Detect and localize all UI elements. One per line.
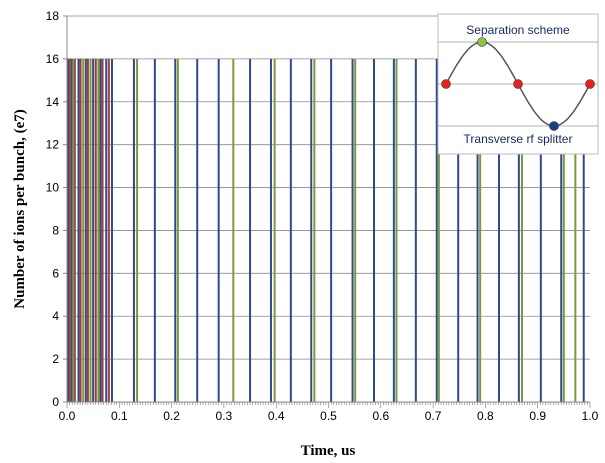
inset-point <box>477 37 487 47</box>
x-tick-labels: 0.0 0.1 0.2 0.3 0.4 0.5 0.6 0.7 0.8 0.9 1.0 <box>59 409 599 423</box>
x-tick-label: 0.3 <box>216 409 233 423</box>
y-tick-labels: 0 2 4 6 8 10 12 14 16 18 <box>46 9 67 409</box>
y-tick-label: 2 <box>52 352 59 366</box>
separation-inset: Separation scheme Transverse rf splitter <box>437 13 599 155</box>
y-tick-label: 18 <box>46 9 60 23</box>
x-tick-label: 1.0 <box>582 409 599 423</box>
x-tick-label: 0.1 <box>111 409 128 423</box>
x-tick-label: 0.6 <box>372 409 389 423</box>
inset-point <box>549 121 559 131</box>
y-tick-label: 10 <box>46 181 60 195</box>
x-tick-label: 0.5 <box>320 409 337 423</box>
x-axis-title: Time, us <box>301 443 356 459</box>
x-tick-label: 0.8 <box>477 409 494 423</box>
y-tick-label: 12 <box>46 138 60 152</box>
y-tick-label: 14 <box>46 95 60 109</box>
x-minor-ticks <box>66 402 591 408</box>
y-tick-label: 0 <box>52 395 59 409</box>
inset-point <box>585 79 595 89</box>
inset-point <box>513 79 523 89</box>
x-tick-label: 0.0 <box>59 409 76 423</box>
y-axis-title: Number of ions per bunch, (e7) <box>12 109 28 308</box>
inset-caption: Transverse rf splitter <box>464 132 573 146</box>
y-tick-label: 8 <box>52 223 59 237</box>
y-tick-label: 16 <box>46 52 60 66</box>
x-tick-label: 0.9 <box>529 409 546 423</box>
y-tick-label: 6 <box>52 266 59 280</box>
x-tick-label: 0.4 <box>268 409 285 423</box>
inset-points <box>441 37 595 131</box>
x-tick-label: 0.7 <box>425 409 442 423</box>
x-tick-label: 0.2 <box>163 409 180 423</box>
y-tick-label: 4 <box>52 309 59 323</box>
inset-point <box>441 79 451 89</box>
inset-title: Separation scheme <box>466 23 570 37</box>
